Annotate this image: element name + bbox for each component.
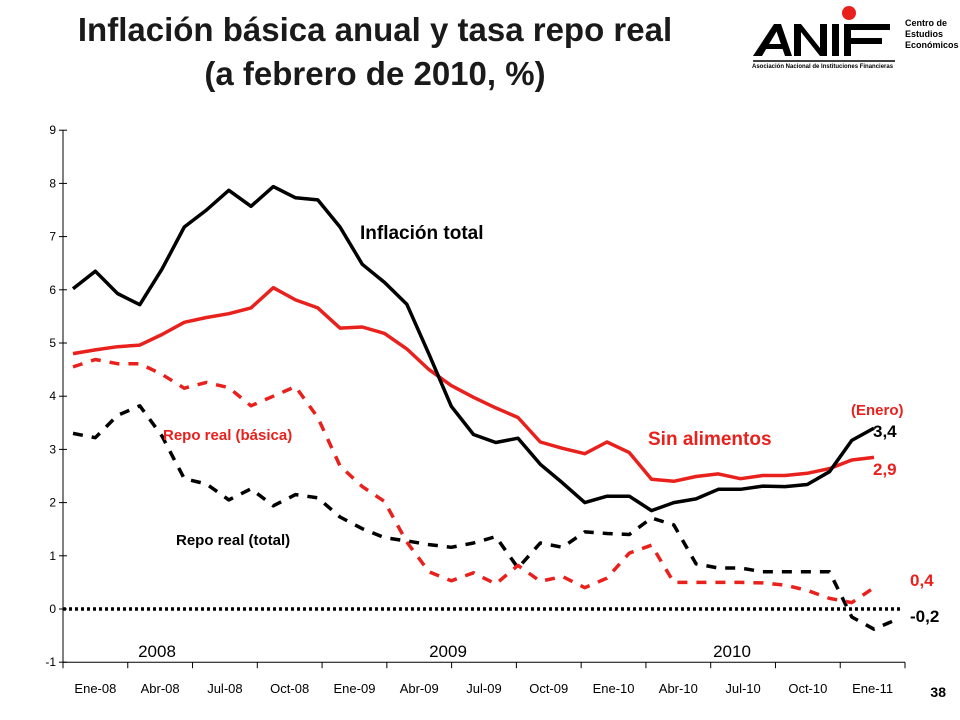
x-tick-label: Jul-08 <box>207 681 242 696</box>
y-tick-label: 5 <box>49 336 56 350</box>
y-tick-label: 3 <box>49 442 56 456</box>
x-tick-label: Jul-09 <box>466 681 501 696</box>
series-label: Repo real (básica) <box>163 427 292 444</box>
x-tick-label: Abr-09 <box>400 681 439 696</box>
data-annotation: 2,9 <box>873 460 897 479</box>
year-label: 2008 <box>138 642 176 661</box>
logo-center-text: Centro de Estudios Económicos <box>905 18 959 51</box>
logo-subtitle: Asociación Nacional de Instituciones Fin… <box>752 64 894 70</box>
series-line <box>71 184 875 513</box>
x-tick-label: Jul-10 <box>725 681 760 696</box>
logo-center-line: Estudios <box>905 29 944 39</box>
x-tick-label: Ene-08 <box>74 681 116 696</box>
year-label: 2009 <box>429 642 467 661</box>
series-label: Inflación total <box>360 223 484 244</box>
y-tick-label: 4 <box>49 389 56 403</box>
series-line <box>72 357 875 605</box>
y-tick-label: 9 <box>49 123 56 137</box>
y-tick-label: 6 <box>49 283 56 297</box>
series-line <box>72 285 875 484</box>
series-line <box>72 404 897 631</box>
y-tick-label: 2 <box>49 496 56 510</box>
x-tick-label: Oct-10 <box>788 681 827 696</box>
x-tick-label: Oct-08 <box>270 681 309 696</box>
x-tick-label: Abr-08 <box>141 681 180 696</box>
logo-center-line: Centro de <box>905 18 948 28</box>
data-annotation: -0,2 <box>910 607 939 626</box>
series-label: Repo real (total) <box>176 532 290 549</box>
page-number: 38 <box>930 684 946 700</box>
y-tick-label: 1 <box>49 549 56 563</box>
y-tick-label: -1 <box>45 655 56 669</box>
x-tick-label: Ene-09 <box>334 681 376 696</box>
logo-center-line: Económicos <box>905 40 959 50</box>
x-tick-label: Oct-09 <box>529 681 568 696</box>
x-tick-label: Ene-10 <box>593 681 635 696</box>
year-label: 2010 <box>713 642 751 661</box>
data-annotation: 3,4 <box>873 422 897 441</box>
anif-logo <box>753 6 895 62</box>
y-tick-label: 8 <box>49 176 56 190</box>
chart-title: Inflación básica anual y tasa repo real … <box>20 8 730 96</box>
anif-logo-mark <box>753 6 895 62</box>
data-annotation: (Enero) <box>851 402 904 419</box>
y-tick-label: 0 <box>49 602 56 616</box>
title-line-2: (a febrero de 2010, %) <box>204 55 546 92</box>
title-line-1: Inflación básica anual y tasa repo real <box>77 11 673 48</box>
series-label: Sin alimentos <box>648 429 772 450</box>
data-annotation: 0,4 <box>910 571 934 590</box>
x-tick-label: Ene-11 <box>852 681 893 696</box>
y-tick-label: 7 <box>49 230 56 244</box>
x-tick-label: Abr-10 <box>659 681 698 696</box>
